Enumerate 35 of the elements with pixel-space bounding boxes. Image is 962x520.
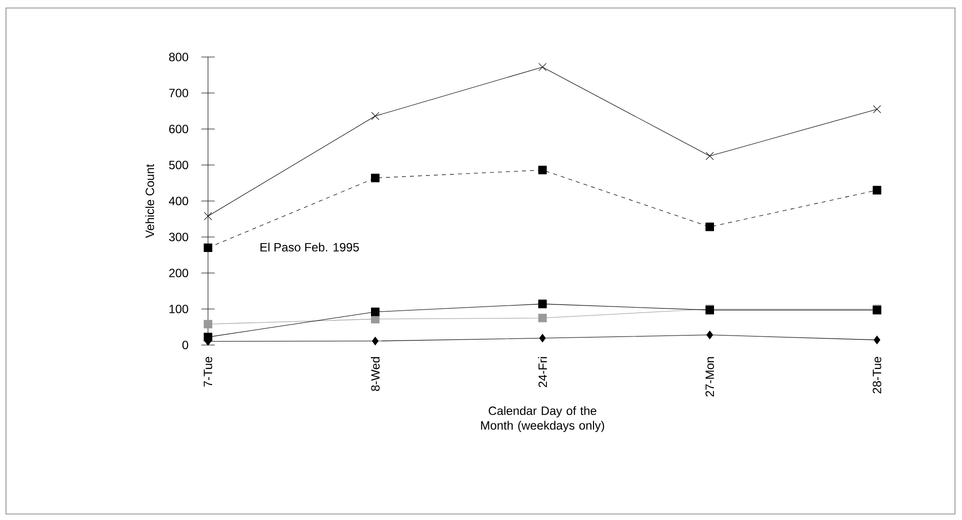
point xyxy=(204,320,212,328)
y-tick-label: 700 xyxy=(169,88,188,98)
point xyxy=(538,166,547,174)
y-tick-label: 0 xyxy=(182,340,188,350)
point xyxy=(372,336,379,346)
point xyxy=(872,105,882,114)
point xyxy=(872,186,882,194)
point xyxy=(204,244,212,252)
point xyxy=(706,330,714,340)
point xyxy=(538,300,547,308)
y-tick-label: 300 xyxy=(169,232,188,242)
point xyxy=(706,152,714,160)
x-tick-label: 7-Tue xyxy=(204,356,212,387)
x-tick-label: 8-Wed xyxy=(370,357,380,391)
point xyxy=(874,336,880,344)
point xyxy=(370,174,380,182)
x-tick-label: 27-Mon xyxy=(705,357,714,396)
point xyxy=(204,212,212,220)
point xyxy=(371,112,380,120)
point xyxy=(370,308,380,316)
x-axis-title: Calendar Day of the Month (weekdays only) xyxy=(481,406,604,432)
x-tick-label: 24-Fri xyxy=(538,357,547,388)
point xyxy=(538,314,547,322)
y-tick-label: 600 xyxy=(169,124,188,134)
point xyxy=(539,334,546,342)
y-tick-label: 100 xyxy=(170,304,188,314)
x-tick-label: 28-Tue xyxy=(872,356,882,394)
point xyxy=(538,63,547,72)
y-tick-label: 500 xyxy=(169,160,188,170)
y-axis-title: Vehicle Count xyxy=(145,164,154,238)
annotation: El Paso Feb. 1995 xyxy=(260,242,359,252)
y-tick-label: 400 xyxy=(168,196,188,206)
y-tick-label: 800 xyxy=(169,52,188,62)
point xyxy=(705,222,714,232)
y-tick-label: 200 xyxy=(169,268,188,278)
